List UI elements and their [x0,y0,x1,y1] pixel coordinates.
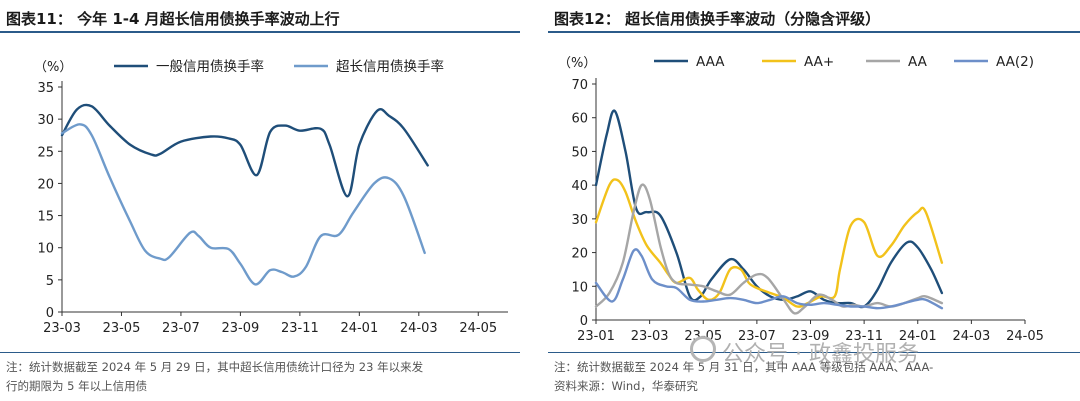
right-y-tick-label: 40 [571,179,588,194]
left-note-line-1: 注：统计数据截至 2024 年 5 月 29 日，其中超长信用债统计口径为 23… [6,360,424,374]
left-y-tick-label: 35 [37,81,54,96]
right-x-tick-label: 24-03 [952,329,990,344]
right-footer-rule [548,352,1080,353]
left-y-tick-label: 20 [37,177,54,192]
left-x-tick-label: 23-09 [222,321,260,336]
left-series-line-2 [60,123,426,286]
right-y-tick-label: 10 [571,280,588,295]
watermark-text: 公众号 · 政鑫投服务 [722,342,919,367]
right-legend-label-2: AA+ [804,54,834,70]
right-y-tick-label: 70 [571,78,588,93]
left-x-tick-label: 23-07 [162,321,200,336]
left-footer-rule [0,352,520,353]
right-legend-label-3: AA [908,54,928,70]
left-title-rule [0,31,520,33]
right-unit-label: （%） [558,56,596,71]
right-y-tick-label: 60 [571,112,588,127]
right-note-line-2: 资料来源：Wind，华泰研究 [554,379,698,393]
right-series-line-3 [594,183,944,315]
right-legend-label-4: AA(2) [996,54,1034,70]
left-x-tick-label: 23-11 [281,321,319,336]
right-x-tick-label: 24-05 [1006,329,1044,344]
right-x-tick-label: 23-07 [738,329,776,344]
left-x-tick-label: 23-05 [103,321,141,336]
left-y-tick-label: 0 [46,306,54,321]
right-x-tick-label: 23-03 [631,329,669,344]
right-title-rule [548,31,1080,33]
left-x-tick-label: 24-05 [459,321,497,336]
right-y-tick-label: 50 [571,145,588,160]
right-series-line-2 [594,178,944,308]
left-x-tick-label: 24-03 [400,321,438,336]
right-y-tick-label: 20 [571,247,588,262]
wechat-logo-icon [690,336,716,362]
left-legend-label-2: 超长信用债换手率 [336,58,444,75]
right-x-tick-label: 23-11 [845,329,883,344]
right-note-line-1: 注：统计数据截至 2024 年 5 月 31 日，其中 AAA 等级包括 AAA… [554,360,934,374]
right-legend-label-1: AAA [696,54,725,70]
right-y-tick-label: 30 [571,213,588,228]
right-x-tick-label: 24-01 [899,329,937,344]
left-y-tick-label: 5 [46,274,54,289]
left-note-line-2: 行的期限为 5 年以上信用债 [6,379,148,393]
right-chart-panel: 图表12： 超长信用债换手率波动（分隐含评级） （%） 0 10 20 30 40 50 60… [548,0,1080,401]
left-y-tick-label: 15 [37,210,54,225]
right-y-tick-label: 0 [580,314,588,329]
left-y-tick-label: 10 [37,242,54,257]
left-chart-panel: 图表11： 今年 1-4 月超长信用债换手率波动上行 （%） 0 5 10 15 20 25… [0,0,520,401]
right-x-tick-label: 23-01 [577,329,615,344]
left-x-tick-label: 23-03 [43,321,81,336]
left-line-chart: （%） 0 5 10 15 20 25 30 35 23-03 23-05 23-07 23-09 23-… [34,58,508,336]
left-y-tick-label: 25 [37,145,54,160]
right-x-tick-label: 23-09 [792,329,830,344]
left-figure-title: 图表11： 今年 1-4 月超长信用债换手率波动上行 [6,10,340,28]
left-legend-label-1: 一般信用债换手率 [156,58,264,75]
left-series-line-1 [60,103,429,198]
left-x-tick-label: 24-01 [340,321,378,336]
right-series-line-4 [594,248,944,310]
right-series-line-1 [594,109,944,309]
left-y-tick-label: 30 [37,113,54,128]
left-unit-label: （%） [34,60,72,75]
right-figure-title: 图表12： 超长信用债换手率波动（分隐含评级） [554,10,881,28]
